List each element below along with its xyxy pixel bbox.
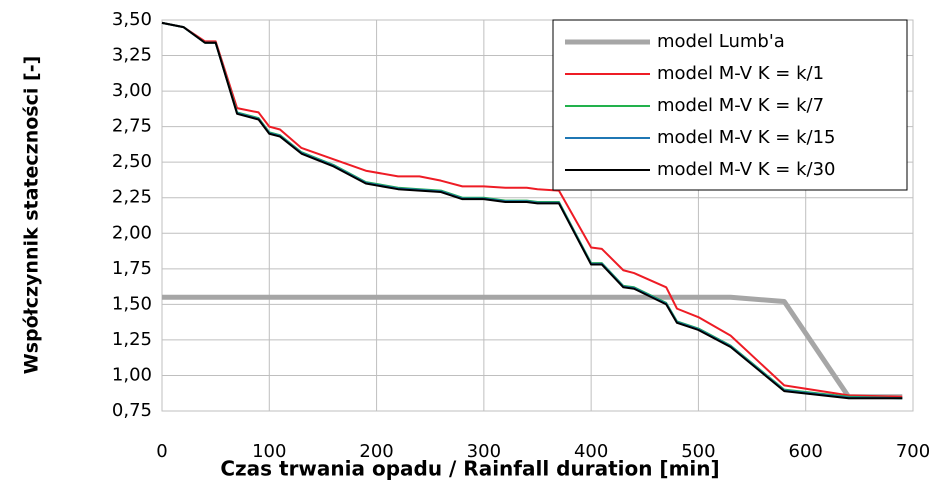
y-tick-label: 3,25: [112, 45, 152, 66]
x-tick-label: 300: [467, 441, 501, 462]
series-line: [161, 21, 903, 398]
y-tick-label: 3,00: [112, 80, 152, 101]
x-tick-label: 600: [789, 441, 823, 462]
x-axis-label: Czas trwania opadu / Rainfall duration […: [220, 457, 719, 481]
y-tick-label: 1,25: [112, 329, 152, 350]
x-tick-label: 0: [156, 441, 167, 462]
y-tick-label: 2,00: [112, 222, 152, 243]
y-tick-label: 1,75: [112, 258, 152, 279]
y-tick-label: 3,50: [112, 9, 152, 30]
series-line: [162, 294, 903, 400]
y-tick-label: 2,50: [112, 151, 152, 172]
y-tick-label: 1,00: [112, 364, 152, 385]
y-tick-label: 1,50: [112, 293, 152, 314]
series-line: [161, 21, 903, 400]
plot-border: [161, 19, 914, 412]
x-tick-label: 200: [359, 441, 393, 462]
x-tick-label: 100: [252, 441, 286, 462]
y-tick-label: 0,75: [112, 400, 152, 421]
legend-label: model Lumb'a: [657, 31, 785, 52]
y-tick-label: 2,25: [112, 187, 152, 208]
legend-label: model M-V K = k/1: [657, 63, 824, 84]
x-tick-label: 700: [896, 441, 930, 462]
legend-label: model M-V K = k/30: [657, 159, 836, 180]
legend-label: model M-V K = k/15: [657, 127, 836, 148]
x-tick-label: 400: [574, 441, 608, 462]
x-tick-label: 500: [681, 441, 715, 462]
y-axis-label: Współczynnik stateczności [-]: [21, 56, 43, 375]
y-tick-label: 2,75: [112, 116, 152, 137]
legend-label: model M-V K = k/7: [657, 95, 824, 116]
